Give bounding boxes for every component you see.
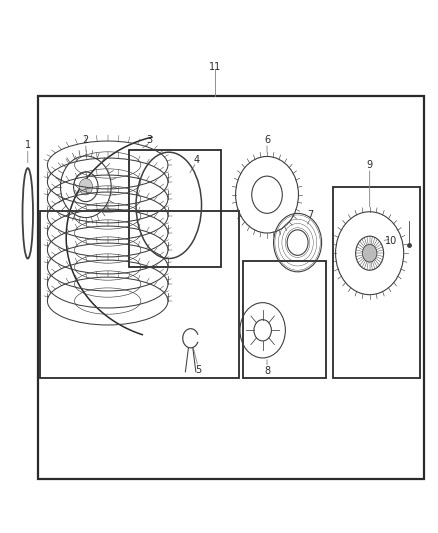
Text: 4: 4 xyxy=(193,155,199,165)
Bar xyxy=(243,261,326,378)
Bar xyxy=(130,150,221,266)
Circle shape xyxy=(79,179,92,195)
Text: 9: 9 xyxy=(367,160,373,171)
Bar xyxy=(38,96,424,479)
Text: 2: 2 xyxy=(83,135,89,145)
Text: 5: 5 xyxy=(195,365,201,375)
Bar xyxy=(332,187,420,378)
Text: 6: 6 xyxy=(264,135,270,145)
Text: 11: 11 xyxy=(208,62,221,72)
Bar xyxy=(40,211,239,378)
Text: 1: 1 xyxy=(25,140,31,150)
Text: 10: 10 xyxy=(385,236,398,246)
Circle shape xyxy=(362,244,377,262)
Text: 7: 7 xyxy=(307,211,314,221)
Text: 8: 8 xyxy=(264,366,270,376)
Text: 3: 3 xyxy=(146,135,152,145)
